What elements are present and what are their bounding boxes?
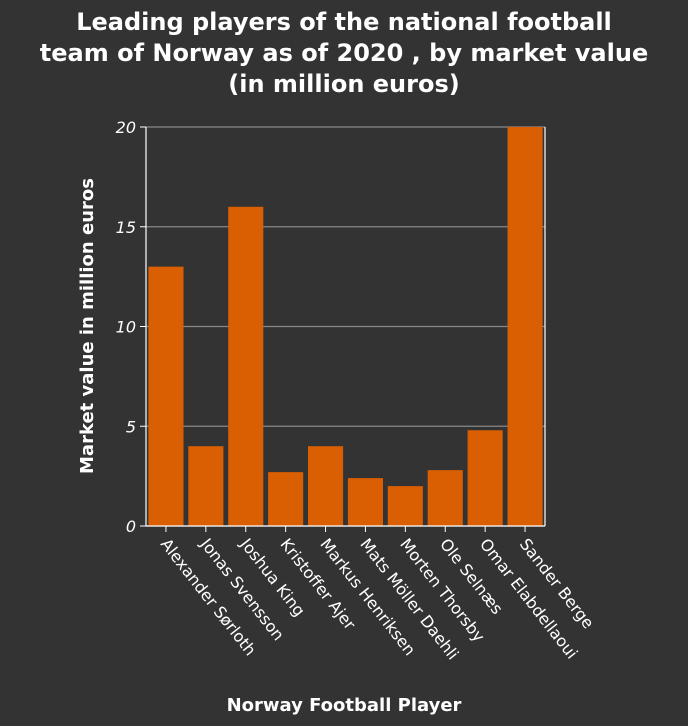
chart-title-line-3: (in million euros) bbox=[228, 70, 459, 98]
x-axis-title: Norway Football Player bbox=[227, 695, 462, 716]
bar bbox=[148, 266, 184, 526]
bar bbox=[347, 478, 384, 526]
y-tick-label: 0 bbox=[126, 517, 136, 536]
y-tick-label: 20 bbox=[116, 118, 136, 137]
bar bbox=[507, 127, 543, 526]
bar bbox=[188, 446, 224, 526]
y-tick-label: 10 bbox=[116, 318, 136, 337]
bar bbox=[387, 486, 423, 526]
chart-title-line-2: team of Norway as of 2020 , by market va… bbox=[40, 39, 648, 67]
y-tick-label: 5 bbox=[126, 417, 136, 436]
y-tick-labels: 0 5 10 15 20 bbox=[116, 118, 136, 536]
axes bbox=[140, 126, 546, 532]
bar bbox=[307, 446, 344, 526]
bar bbox=[427, 470, 463, 526]
bar bbox=[467, 430, 503, 526]
chart-title-line-1: Leading players of the national football bbox=[76, 8, 612, 36]
bar bbox=[268, 472, 304, 526]
bar bbox=[228, 206, 264, 527]
chart-title: Leading players of the national football… bbox=[40, 8, 648, 98]
bars bbox=[148, 127, 543, 527]
y-tick-label: 15 bbox=[116, 218, 136, 237]
y-axis-title: Market value in million euros bbox=[77, 178, 98, 474]
